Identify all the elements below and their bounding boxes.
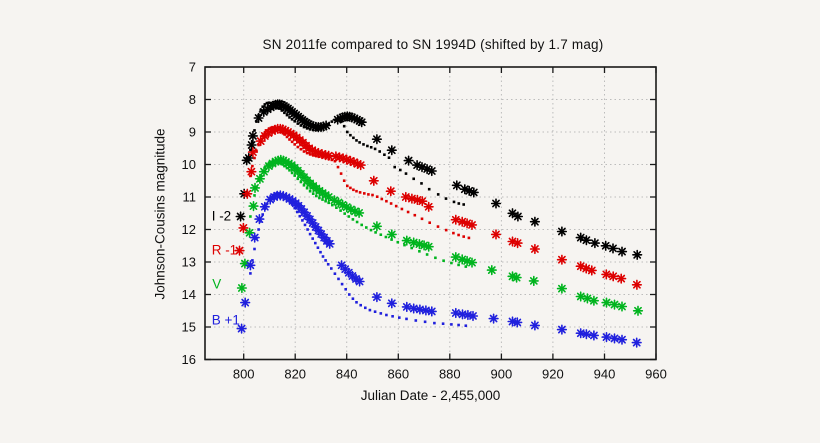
plot-box <box>204 66 657 361</box>
series-label-v: V <box>212 277 221 292</box>
svg-text:960: 960 <box>645 367 667 382</box>
svg-text:15: 15 <box>182 320 196 335</box>
series-sn-2011fe-b-1-points <box>236 190 642 348</box>
series-sn-1994d-b-1-points <box>249 191 468 327</box>
svg-text:840: 840 <box>336 367 358 382</box>
svg-text:940: 940 <box>594 367 616 382</box>
svg-text:880: 880 <box>439 367 461 382</box>
svg-text:8: 8 <box>189 92 196 107</box>
svg-text:860: 860 <box>387 367 409 382</box>
y-tick-labels: 7 8 9 10 11 12 13 14 15 16 <box>182 60 196 368</box>
series-labels: I -2 R -1 V B +1 <box>212 208 240 327</box>
svg-text:16: 16 <box>182 352 196 367</box>
svg-text:12: 12 <box>182 222 196 237</box>
svg-text:10: 10 <box>182 157 196 172</box>
series-sn-2011fe-i-2-points <box>235 99 643 260</box>
svg-text:920: 920 <box>542 367 564 382</box>
chart-title: SN 2011fe compared to SN 1994D (shifted … <box>262 37 604 52</box>
svg-text:7: 7 <box>189 60 196 75</box>
svg-text:800: 800 <box>233 367 255 382</box>
svg-text:14: 14 <box>182 287 196 302</box>
svg-text:11: 11 <box>183 190 197 205</box>
axis-ticks <box>205 66 657 361</box>
series-label-b-1: B +1 <box>212 312 240 327</box>
series-label-r-1: R -1 <box>212 243 238 258</box>
series-sn-1994d-r-1-points <box>249 126 471 240</box>
svg-text:820: 820 <box>284 367 306 382</box>
svg-text:13: 13 <box>182 255 196 270</box>
series-sn-1994d-i-2-points <box>249 101 465 206</box>
svg-text:900: 900 <box>491 367 513 382</box>
series-label-i-2: I -2 <box>212 208 232 223</box>
y-axis-label: Johnson-Cousins magnitude <box>152 128 168 300</box>
gridlines <box>205 67 656 360</box>
svg-text:9: 9 <box>189 125 196 140</box>
series-sn-1994d-v-points <box>249 159 468 268</box>
x-tick-labels: 800 820 840 860 880 900 920 940 960 <box>233 367 667 382</box>
x-axis-label: Julian Date - 2,455,000 <box>360 388 501 403</box>
